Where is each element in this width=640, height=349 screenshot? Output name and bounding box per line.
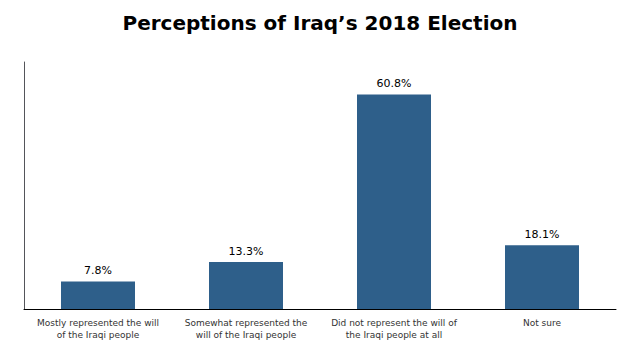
svg-text:18.1%: 18.1% — [525, 228, 560, 241]
svg-text:13.3%: 13.3% — [229, 245, 264, 258]
svg-text:Perceptions of Iraq’s 2018 Ele: Perceptions of Iraq’s 2018 Election — [122, 11, 517, 35]
svg-text:Did not represent the will of: Did not represent the will of — [331, 318, 458, 328]
svg-text:of the Iraqi people: of the Iraqi people — [57, 330, 140, 340]
svg-text:Not sure: Not sure — [523, 318, 562, 328]
svg-text:Somewhat represented the: Somewhat represented the — [185, 318, 308, 328]
svg-text:7.8%: 7.8% — [84, 264, 112, 277]
svg-text:Mostly represented the will: Mostly represented the will — [37, 318, 159, 328]
svg-text:60.8%: 60.8% — [377, 77, 412, 90]
svg-text:will of the Iraqi people: will of the Iraqi people — [196, 330, 297, 340]
svg-text:the Iraqi people at all: the Iraqi people at all — [346, 330, 442, 340]
